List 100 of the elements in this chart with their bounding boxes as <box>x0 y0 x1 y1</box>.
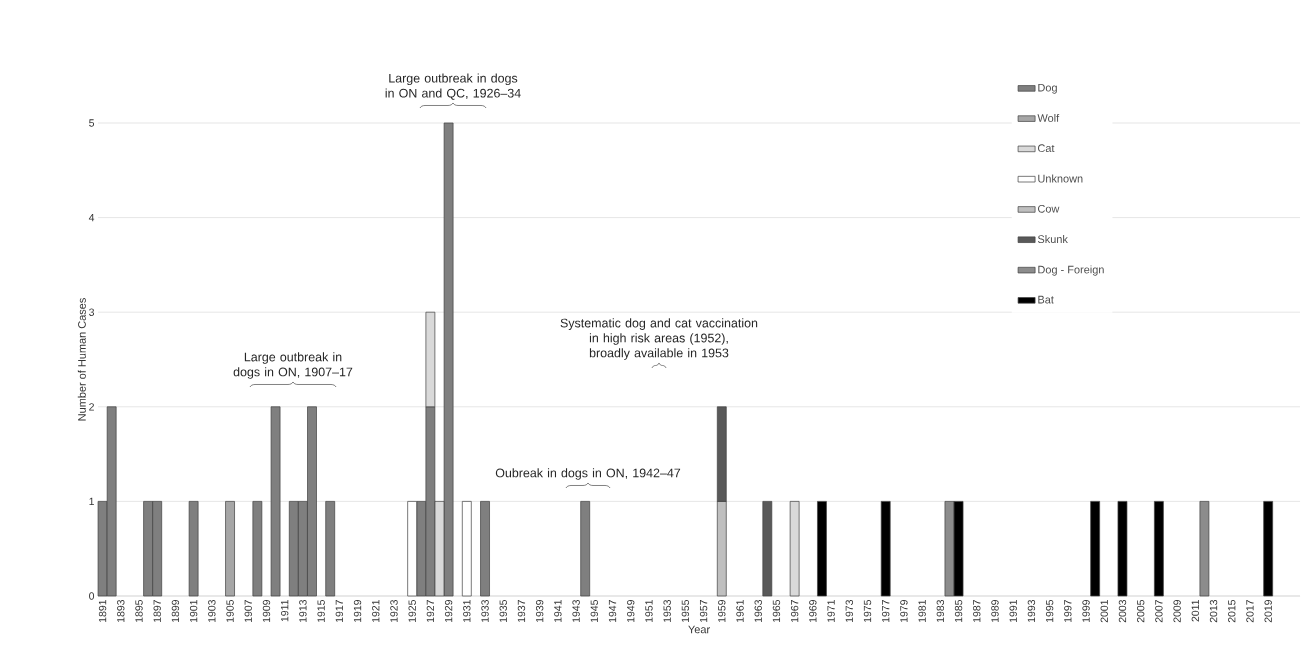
x-tick-label: 1923 <box>390 599 398 622</box>
x-tick-label: 1957 <box>699 600 708 622</box>
x-tick-label: 1989 <box>991 600 999 622</box>
x-tick-label: 1981 <box>918 600 926 622</box>
x-tick-label: 1939 <box>535 600 544 622</box>
x-tick-label: 1941 <box>554 600 562 622</box>
x-tick-label: 1893 <box>117 599 125 622</box>
bar <box>1199 501 1210 597</box>
x-tick-label: 1907 <box>244 600 252 622</box>
bar <box>1117 501 1128 597</box>
bar <box>480 501 490 597</box>
legend-label: Unknown <box>1038 174 1083 183</box>
x-tick-label: 1927 <box>426 600 435 622</box>
x-tick-label: 1905 <box>226 599 234 622</box>
annotation: Systematic dog and cat vaccination in high risk areas (1952), broadly available in 1953 <box>560 318 758 360</box>
bar <box>580 501 591 597</box>
y-tick-label: 5 <box>89 119 95 127</box>
legend-label: Cow <box>1038 204 1060 213</box>
y-tick-label: 0 <box>89 592 95 600</box>
annotation: Large outbreak in dogs in ON, 1907–17 <box>233 352 353 379</box>
x-tick-label: 1953 <box>663 599 671 622</box>
x-tick-label: 1949 <box>627 600 635 622</box>
x-tick-label: 1965 <box>772 599 781 622</box>
x-tick-label: 1997 <box>1064 600 1072 622</box>
x-tick-label: 2015 <box>1228 599 1236 623</box>
bar <box>1263 501 1274 597</box>
bar <box>762 501 773 597</box>
x-tick-label: 1903 <box>208 599 216 622</box>
bar <box>188 501 199 597</box>
text: Large outbreak in dogs in ON and QC, 1926–34 <box>385 73 521 100</box>
bar <box>270 406 281 597</box>
legend-label: Dog <box>1038 83 1057 94</box>
x-tick-label: 1895 <box>135 599 143 622</box>
x-tick-label: 1911 <box>280 600 289 622</box>
x-tick-label: 1959 <box>718 600 726 622</box>
x-tick-label: 1917 <box>335 600 344 622</box>
y-tick-label: 4 <box>88 214 95 222</box>
bar <box>880 501 891 597</box>
x-tick-label: 2019 <box>1264 600 1272 623</box>
x-tick-label: 1993 <box>1027 599 1036 622</box>
bar <box>461 501 472 597</box>
annotation: Oubreak in dogs in ON, 1942–47 <box>495 468 681 480</box>
x-tick-label: 1969 <box>809 600 817 622</box>
x-tick-label: 1897 <box>153 600 161 622</box>
legend-label: Wolf <box>1037 113 1060 122</box>
x-tick-label: 1967 <box>790 600 799 622</box>
bar <box>1154 501 1164 597</box>
x-tick-label: 1933 <box>481 599 489 622</box>
x-tick-label: 1971 <box>827 600 835 622</box>
x-tick-label: 1963 <box>754 599 762 622</box>
x-tick-label: 1951 <box>645 600 653 622</box>
y-axis-title: Number of Human Cases <box>77 298 86 421</box>
x-tick-label: 1931 <box>463 600 471 622</box>
y-tick-label: 1 <box>89 497 94 505</box>
x-tick-label: 1935 <box>499 599 507 622</box>
x-tick-label: 1999 <box>1082 600 1090 622</box>
x-tick-label: 1987 <box>973 600 981 622</box>
y-tick-label: 2 <box>89 403 94 411</box>
legend-label: Dog - Foreign <box>1038 265 1104 276</box>
x-tick-label: 2005 <box>1136 599 1145 623</box>
bar <box>252 501 263 597</box>
x-tick-label: 1995 <box>1045 599 1054 622</box>
x-tick-label: 1947 <box>608 600 617 622</box>
x-tick-label: 2017 <box>1246 600 1254 623</box>
x-tick-label: 1891 <box>98 600 107 622</box>
x-axis-title: Year <box>688 625 710 634</box>
bar <box>325 501 336 597</box>
bar <box>817 501 827 597</box>
x-tick-label: 2013 <box>1209 599 1218 623</box>
bar <box>1090 501 1100 597</box>
x-tick-label: 1899 <box>171 600 180 622</box>
legend-label: Skunk <box>1037 235 1068 244</box>
x-tick-label: 1961 <box>736 600 744 622</box>
x-tick-label: 1983 <box>936 599 945 622</box>
x-tick-label: 2003 <box>1118 599 1127 623</box>
x-tick-label: 2011 <box>1191 600 1200 622</box>
x-tick-label: 1913 <box>299 599 307 622</box>
y-tick-label: 3 <box>89 308 95 316</box>
x-tick-label: 1979 <box>900 600 908 622</box>
x-tick-label: 1919 <box>353 600 362 622</box>
x-tick-label: 1943 <box>572 599 580 622</box>
x-tick-label: 1991 <box>1009 600 1017 622</box>
x-tick-label: 1955 <box>681 599 690 622</box>
x-tick-label: 1925 <box>408 599 416 622</box>
x-tick-label: 1977 <box>882 600 890 622</box>
x-tick-label: 1909 <box>262 600 271 622</box>
legend-label: Cat <box>1038 144 1055 153</box>
x-tick-label: 1975 <box>863 599 872 622</box>
x-tick-label: 1901 <box>189 600 198 622</box>
x-tick-label: 2007 <box>1155 600 1163 623</box>
x-tick-label: 1985 <box>954 599 963 622</box>
x-tick-label: 1973 <box>845 599 853 622</box>
x-tick-label: 1929 <box>444 600 453 622</box>
x-tick-label: 2001 <box>1100 600 1108 623</box>
x-tick-label: 2009 <box>1173 600 1181 623</box>
x-tick-label: 1937 <box>517 600 526 622</box>
bar <box>225 501 235 597</box>
x-tick-label: 1945 <box>590 599 599 622</box>
x-tick-label: 1915 <box>317 599 325 622</box>
legend-label: Bat <box>1038 295 1054 304</box>
